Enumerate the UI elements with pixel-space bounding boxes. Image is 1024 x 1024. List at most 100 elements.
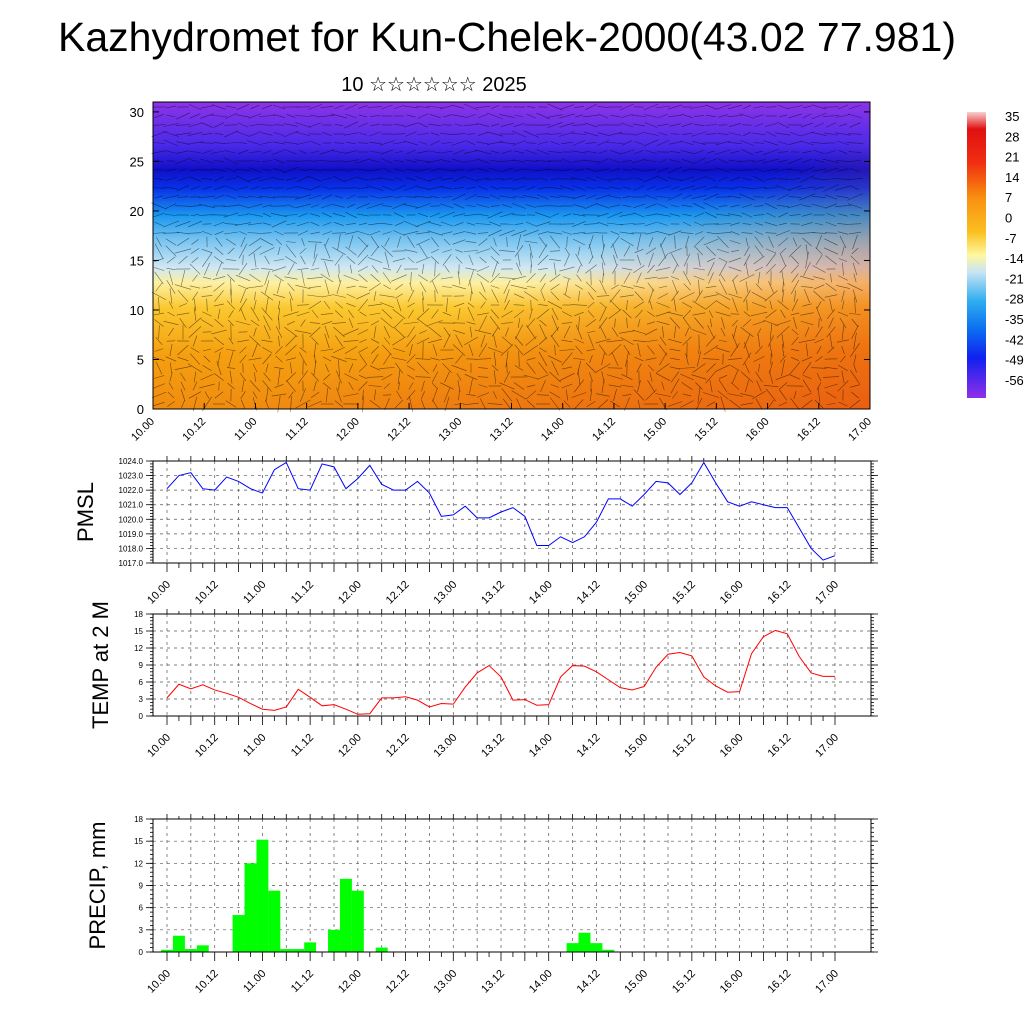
- wind-vector: [215, 261, 223, 277]
- pmsl-y-tick-label: 1023.0: [119, 472, 144, 481]
- wind-vector: [366, 376, 384, 378]
- wind-vector: [286, 380, 296, 392]
- wind-vector: [476, 123, 490, 127]
- wind-vector: [453, 302, 465, 308]
- wind-vector: [381, 223, 393, 225]
- wind-vector: [394, 318, 404, 328]
- wind-vector: [320, 106, 334, 108]
- wind-vector: [189, 151, 201, 153]
- wind-vector: [703, 193, 719, 201]
- wind-vector: [419, 281, 427, 293]
- wind-vector: [682, 221, 692, 227]
- wind-vector: [465, 241, 477, 243]
- pmsl-x-tick-label: 11.12: [289, 579, 316, 606]
- wind-vector: [853, 273, 857, 283]
- wind-vector: [811, 112, 827, 120]
- wind-vector: [717, 248, 729, 254]
- wind-vector: [476, 158, 490, 164]
- wind-vector: [670, 276, 680, 280]
- wind-vector: [285, 186, 297, 190]
- wind-vector: [154, 114, 164, 118]
- wind-vector: [417, 113, 429, 119]
- wind-vector: [348, 317, 354, 329]
- wind-vector: [813, 186, 825, 190]
- wind-vector: [558, 131, 576, 137]
- wind-vector: [657, 176, 669, 182]
- wind-vector: [287, 204, 295, 208]
- wind-vector: [572, 124, 586, 126]
- wind-vector: [248, 357, 262, 361]
- wind-vector: [294, 330, 312, 334]
- wind-vector: [211, 168, 227, 172]
- wind-vector: [344, 346, 358, 354]
- wind-vector: [262, 353, 272, 365]
- y-tick-label: 30: [130, 105, 144, 120]
- wind-vector: [349, 264, 353, 274]
- pmsl-x-tick-label: 11.00: [241, 579, 268, 606]
- wind-vector: [754, 266, 764, 272]
- wind-vector: [539, 347, 547, 353]
- wind-vector: [837, 168, 849, 172]
- wind-vector: [572, 194, 586, 200]
- wind-vector: [214, 247, 224, 255]
- wind-vector: [440, 276, 454, 280]
- wind-vector: [501, 322, 513, 324]
- wind-vector: [690, 105, 708, 109]
- wind-vector: [442, 254, 452, 266]
- wind-vector: [290, 298, 292, 312]
- wind-vector: [692, 141, 706, 145]
- wind-vector: [381, 344, 393, 356]
- wind-vector: [470, 291, 472, 301]
- wind-vector: [775, 184, 791, 192]
- wind-vector: [836, 285, 850, 289]
- wind-vector: [344, 373, 358, 381]
- wind-vector: [369, 178, 381, 180]
- wind-vector: [202, 285, 212, 289]
- wind-vector: [490, 205, 500, 207]
- precip-x-tick-label: 13.00: [431, 968, 459, 996]
- precip-x-tick-label: 10.00: [145, 968, 173, 996]
- colorbar-label: -42: [1005, 332, 1024, 347]
- wind-vector: [778, 382, 788, 390]
- wind-vector: [476, 177, 490, 181]
- wind-vector: [814, 338, 824, 344]
- wind-vector: [294, 160, 312, 162]
- wind-vector: [336, 370, 342, 384]
- wind-vector: [550, 334, 560, 348]
- wind-vector: [421, 263, 425, 275]
- wind-vector: [670, 357, 680, 361]
- wind-vector: [706, 257, 716, 263]
- wind-vector: [752, 175, 766, 183]
- wind-vector: [260, 238, 274, 246]
- wind-vector: [649, 372, 653, 382]
- wind-vector: [343, 176, 359, 182]
- wind-vector: [679, 292, 695, 300]
- wind-vector: [762, 158, 780, 164]
- wind-vector: [648, 252, 654, 268]
- wind-vector: [261, 268, 273, 270]
- wind-vector: [768, 370, 774, 384]
- wind-vector: [192, 335, 198, 347]
- wind-vector: [294, 115, 312, 117]
- wind-vector: [224, 130, 238, 138]
- wind-vector: [379, 367, 395, 369]
- wind-vector: [537, 374, 549, 380]
- wind-vector: [644, 276, 658, 280]
- temp-y-tick-label: 15: [134, 627, 143, 636]
- wind-vector: [374, 389, 376, 401]
- wind-vector: [709, 379, 713, 393]
- wind-vector: [384, 251, 390, 269]
- wind-vector: [598, 344, 608, 356]
- wind-vector: [380, 317, 394, 329]
- wind-vector: [849, 384, 861, 388]
- wind-vector: [850, 255, 860, 265]
- wind-vector: [740, 140, 754, 146]
- wind-vector: [611, 284, 619, 290]
- wind-vector: [297, 268, 309, 270]
- wind-vector: [790, 131, 800, 137]
- wind-vector: [175, 124, 191, 126]
- wind-vector: [174, 132, 192, 136]
- wind-vector: [684, 235, 690, 249]
- wind-vector: [273, 158, 285, 164]
- wind-vector: [745, 281, 749, 293]
